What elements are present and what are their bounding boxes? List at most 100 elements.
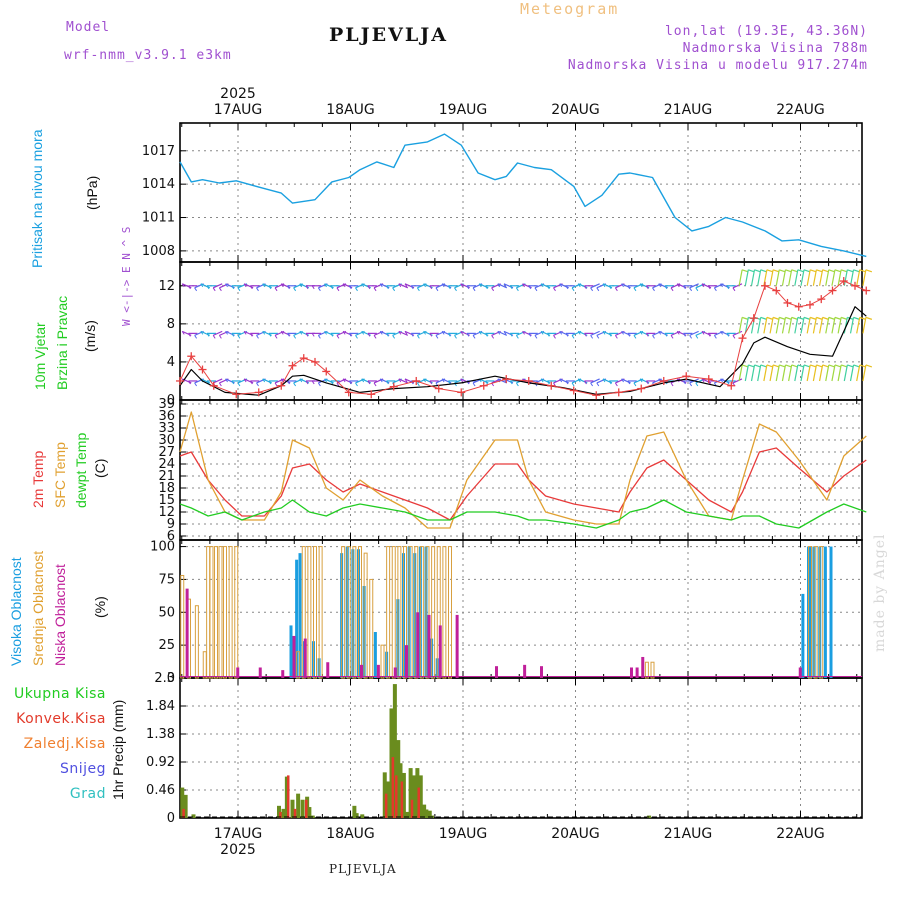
wind-barb [311,285,315,290]
wind-barb [732,283,743,289]
wind-barb [621,378,624,383]
cloud-mid-bar [180,574,185,679]
y-tick-label: 50 [158,605,175,620]
wind-barb [760,316,767,320]
wind-barb [800,364,805,382]
precip-total-bar [647,815,652,818]
wind-barb [287,380,290,385]
wind-barb [837,269,842,286]
wind-barb [639,283,643,288]
wind-barb [534,335,538,339]
wind-barb [398,378,402,383]
y-tick-label: 1011 [142,211,175,226]
wind-barb [800,317,805,334]
wind-barb [534,287,538,292]
wind-barb [194,335,198,339]
wind-barb [317,382,321,387]
wind-barb [546,333,550,337]
lonlat-label: lon,lat (19.3E, 43.36N) [664,24,868,39]
wind-barb [794,269,799,286]
wind-barb [398,330,409,336]
temp2m-line [179,447,867,521]
wind-barb [503,283,507,288]
wind-barb [509,380,513,385]
wind-barb [485,333,488,337]
wind-barb [188,380,191,385]
wind-barb [416,287,420,292]
wind-barb [831,364,836,382]
day-label-top: 18AUG [326,102,375,118]
y-tick-label: 1008 [142,244,175,259]
wind-barb [766,364,774,368]
wind-barb [738,364,743,382]
wind-barb [299,331,303,335]
wind-barb [416,335,420,339]
wind-barb [865,269,873,273]
wind-barb [834,364,842,368]
wind-barb [522,331,525,335]
y-tick-label: 0 [167,671,175,686]
wind-barb [816,364,823,368]
wind-barb [633,287,637,292]
wind-barb [726,380,730,385]
wind-barb [423,378,426,383]
wind-barb [454,287,457,292]
wind-barb [231,333,235,337]
wind-barb [720,283,723,288]
wind-barb [348,333,352,337]
wind-barb [859,364,866,368]
wind-barb [553,335,556,339]
wind-barb [794,317,799,334]
precip-total-bar [284,776,289,818]
wind-barb [856,364,861,382]
wind-barb [602,283,606,288]
precip-convective-bar [182,808,185,818]
wind-barb [342,331,346,335]
wind-barb [840,316,848,320]
wind-barb [614,287,618,292]
wind-barb [194,382,198,387]
wind-barb [361,378,365,383]
cloud-mid-bar [194,605,199,679]
cloud-mid-bar [442,546,447,679]
wind-barb [766,269,774,273]
day-label-top: 22AUG [776,102,825,118]
wind-barb [330,285,334,290]
wind-barb [509,285,513,290]
cloud-low-bar [326,662,330,678]
wind-barb [602,378,606,383]
wind-barb [218,335,222,339]
cloud-low-bar [641,656,645,678]
y-tick-label: 12 [158,279,175,294]
wind-barb [577,283,581,288]
wind-barb [760,364,767,368]
precip-total-bar [398,763,403,818]
wind-barb [614,382,618,387]
cloud-high-bar [298,553,302,678]
y-tick-label: 1014 [142,177,175,192]
wind-barb [268,285,272,290]
wind-barb [590,382,594,387]
wind-barb [825,269,830,286]
y-tick-label: 4 [167,355,175,370]
precip-total-bar [386,781,391,818]
wind-barb [837,317,842,334]
wind-barb [540,378,544,383]
wind-barb [256,287,259,292]
cloud-low-bar [258,667,262,678]
y-tick-label: 30 [158,433,175,448]
cloud-mid-bar [223,546,227,679]
wind-barb [788,269,793,286]
wind-barb [367,380,371,385]
model-altitude-label: Nadmorska Visina u modelu 917.274m [567,58,868,73]
wind-barb [553,287,556,292]
cloud-mid-bar [234,546,239,679]
wind-barb [324,331,327,335]
wind-barb [373,335,377,339]
precip-total-bar [427,810,432,818]
wind-barb [590,330,600,336]
wind-barb [287,333,290,337]
wind-barb [748,269,755,273]
wind-barb [330,333,334,337]
day-label-bottom: 19AUG [439,826,488,842]
